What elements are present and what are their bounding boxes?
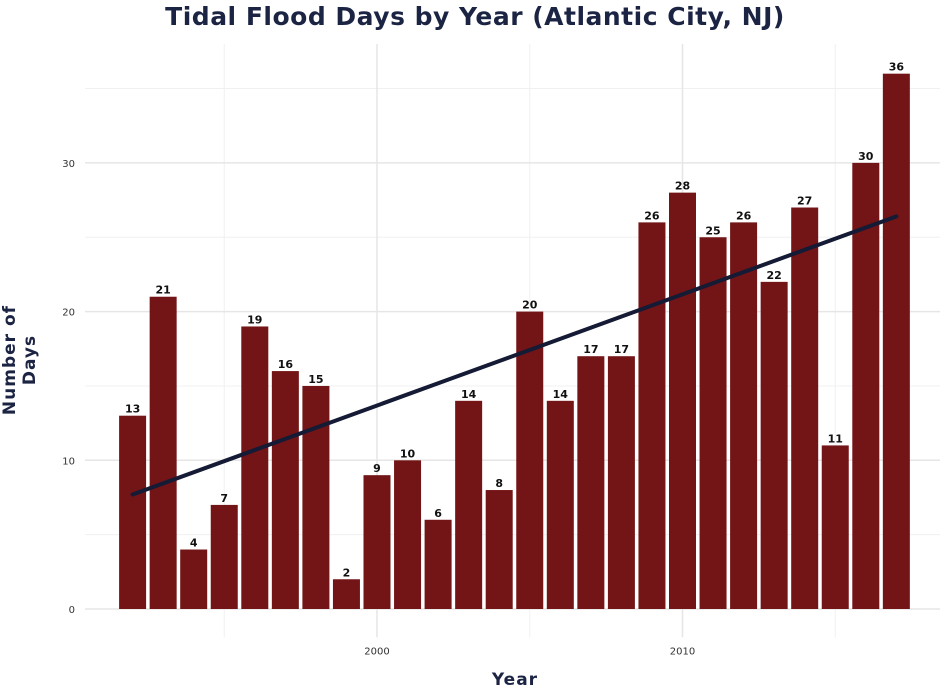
data-label: 21 xyxy=(155,284,170,297)
data-label: 6 xyxy=(434,507,442,520)
bar xyxy=(363,475,391,609)
bar xyxy=(791,207,819,609)
x-tick-label: 2010 xyxy=(670,646,695,657)
data-label: 26 xyxy=(644,209,660,222)
x-axis-label: Year xyxy=(491,670,539,690)
data-label: 14 xyxy=(553,388,569,401)
bar xyxy=(302,385,330,609)
bar xyxy=(210,504,238,609)
data-label: 9 xyxy=(373,462,381,475)
data-label: 17 xyxy=(614,343,629,356)
data-label: 22 xyxy=(766,269,781,282)
bar xyxy=(546,400,574,609)
bar xyxy=(516,311,544,609)
y-tick-label: 20 xyxy=(62,308,75,319)
trend-line xyxy=(130,214,899,497)
bar xyxy=(332,579,360,609)
data-label: 17 xyxy=(583,343,598,356)
y-tick-label: 0 xyxy=(69,605,75,616)
bar xyxy=(241,326,269,609)
bar xyxy=(394,460,422,609)
data-label: 27 xyxy=(797,195,812,208)
y-tick-label: 10 xyxy=(62,456,75,467)
bar xyxy=(821,445,849,609)
data-label: 16 xyxy=(278,358,294,371)
bar xyxy=(699,237,727,609)
bar xyxy=(180,549,208,609)
bar xyxy=(882,73,910,610)
data-label: 4 xyxy=(190,537,198,550)
data-label: 26 xyxy=(736,209,752,222)
bar xyxy=(119,415,147,609)
data-label: 14 xyxy=(461,388,477,401)
data-label: 25 xyxy=(705,224,720,237)
data-label: 30 xyxy=(858,150,874,163)
bar xyxy=(577,356,605,609)
data-label: 15 xyxy=(308,373,323,386)
bar xyxy=(455,400,483,609)
bar xyxy=(852,162,880,609)
x-tick-label: 2000 xyxy=(364,646,389,657)
y-tick-label: 30 xyxy=(62,159,75,170)
data-label: 10 xyxy=(400,447,416,460)
chart-title: Tidal Flood Days by Year (Atlantic City,… xyxy=(165,2,785,31)
bar xyxy=(485,490,513,609)
bar xyxy=(149,296,177,609)
bar xyxy=(607,356,635,609)
bar xyxy=(669,192,696,609)
bar xyxy=(730,222,758,609)
data-label: 19 xyxy=(247,313,262,326)
data-label: 20 xyxy=(522,299,538,312)
bar xyxy=(638,222,666,609)
data-label: 28 xyxy=(675,180,690,193)
data-label: 7 xyxy=(220,492,228,505)
data-label: 8 xyxy=(495,477,503,490)
bar xyxy=(424,519,452,609)
data-label: 13 xyxy=(125,403,140,416)
bar xyxy=(760,281,788,609)
data-label: 36 xyxy=(889,61,905,74)
data-label: 2 xyxy=(343,566,351,579)
data-label: 11 xyxy=(828,432,843,445)
bar xyxy=(271,371,299,609)
